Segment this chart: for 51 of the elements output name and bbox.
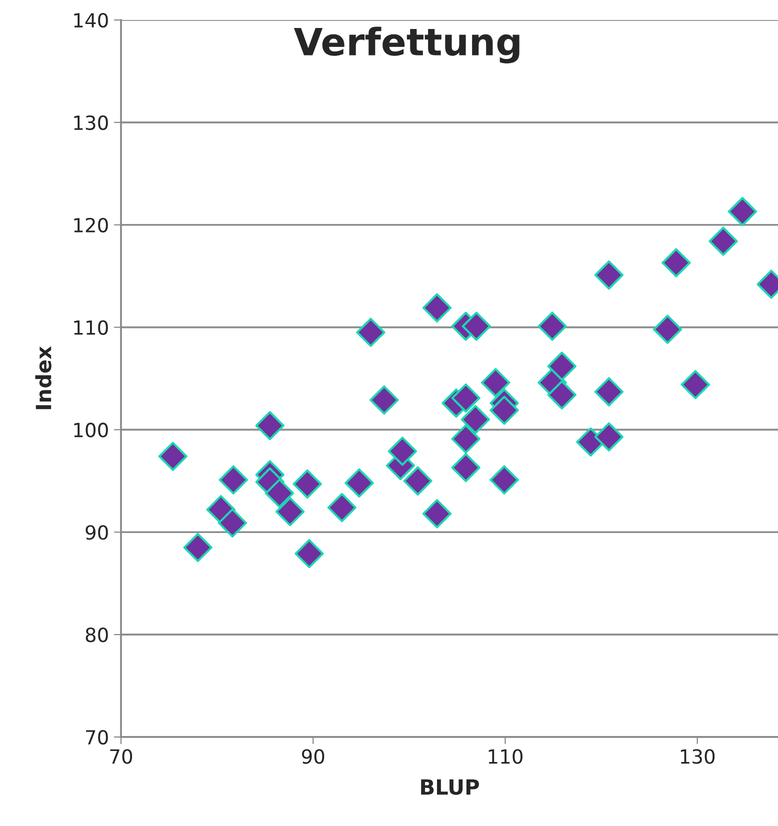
point — [462, 312, 491, 341]
point — [370, 385, 399, 415]
point — [403, 466, 432, 496]
point — [275, 497, 305, 526]
chart-title: Verfettung — [294, 26, 520, 64]
point — [422, 293, 452, 322]
y-tick-label: 130 — [74, 115, 108, 130]
x-tick-label: 70 — [110, 749, 132, 764]
y-tick-label: 90 — [86, 525, 108, 540]
point — [680, 370, 710, 400]
y-tick-label: 120 — [74, 218, 108, 233]
x-axis-title: BLUP — [421, 779, 479, 795]
y-tick-label: 70 — [86, 730, 108, 745]
x-tick-label: 90 — [302, 749, 324, 764]
point — [218, 465, 248, 494]
y-tick-label: 80 — [86, 628, 108, 642]
point — [356, 318, 386, 347]
y-tick-label: 110 — [74, 320, 108, 335]
point — [451, 383, 480, 413]
point — [538, 312, 567, 341]
point — [594, 377, 624, 406]
point — [594, 422, 624, 452]
x-tick-label: 130 — [680, 749, 715, 764]
point — [422, 499, 452, 528]
point — [264, 478, 294, 508]
point — [218, 508, 248, 538]
point — [728, 196, 758, 226]
point — [662, 248, 691, 278]
point — [344, 468, 374, 498]
point — [594, 260, 624, 290]
point — [451, 424, 480, 454]
point — [294, 539, 324, 568]
point — [327, 492, 357, 522]
x-tick-label: 110 — [488, 749, 522, 764]
y-axis-title: Index — [35, 346, 52, 410]
point — [481, 368, 510, 398]
point — [460, 404, 490, 434]
point — [490, 396, 519, 425]
y-tick-label: 100 — [74, 422, 108, 438]
y-tick-label: 140 — [74, 12, 108, 28]
point — [255, 411, 284, 440]
point — [490, 465, 519, 494]
point — [451, 453, 480, 482]
point — [708, 226, 738, 256]
point — [183, 532, 212, 562]
point — [292, 469, 322, 499]
point — [547, 352, 576, 381]
point — [158, 442, 188, 471]
point — [388, 436, 418, 466]
point — [547, 380, 576, 410]
point — [652, 314, 682, 344]
